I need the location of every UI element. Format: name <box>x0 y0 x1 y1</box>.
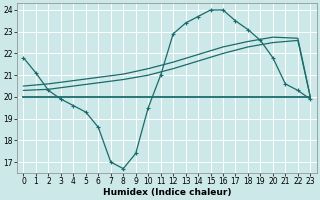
X-axis label: Humidex (Indice chaleur): Humidex (Indice chaleur) <box>103 188 231 197</box>
